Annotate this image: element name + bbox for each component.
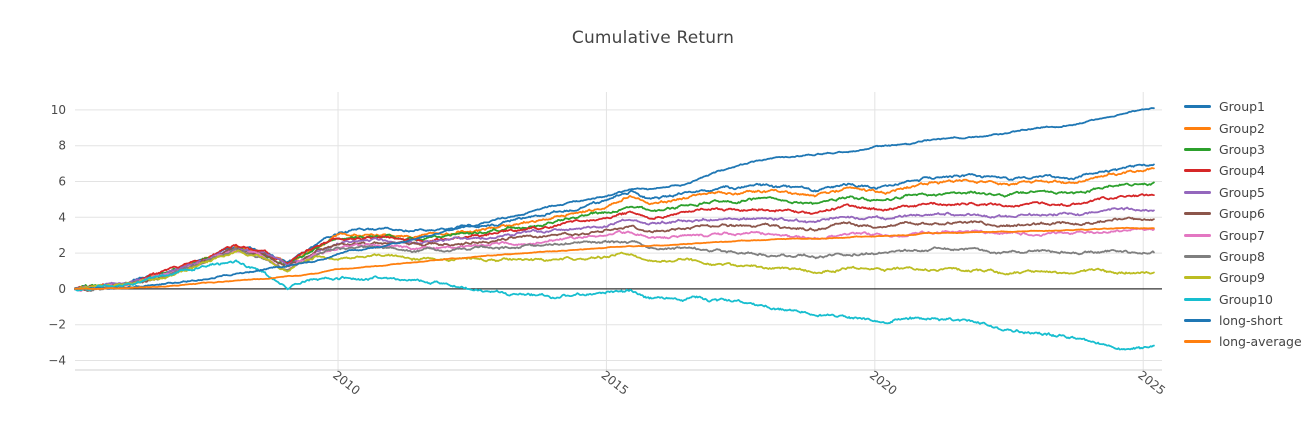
legend-item-long-average[interactable]: long-average <box>1184 331 1302 352</box>
x-tick-label: 2025 <box>1135 368 1168 398</box>
legend-item-group8[interactable]: Group8 <box>1184 246 1302 267</box>
legend-item-group5[interactable]: Group5 <box>1184 182 1302 203</box>
y-tick-label: 6 <box>58 175 66 189</box>
series-line-group8 <box>74 239 1155 292</box>
legend-label: Group8 <box>1219 248 1266 264</box>
series-line-group1 <box>74 163 1155 291</box>
legend-item-group7[interactable]: Group7 <box>1184 224 1302 245</box>
legend-item-group2[interactable]: Group2 <box>1184 117 1302 138</box>
series-line-group6 <box>74 216 1155 292</box>
legend-item-group4[interactable]: Group4 <box>1184 160 1302 181</box>
series-line-group4 <box>74 193 1155 290</box>
legend-line-swatch <box>1184 276 1211 280</box>
legend-label: Group5 <box>1219 184 1266 200</box>
legend-label: Group7 <box>1219 227 1266 243</box>
chart-title: Cumulative Return <box>571 28 735 48</box>
legend-line-swatch <box>1184 233 1211 237</box>
legend-line-swatch <box>1184 126 1211 130</box>
y-tick-label: 4 <box>58 210 66 224</box>
legend-line-swatch <box>1184 212 1211 216</box>
series-lines <box>74 107 1155 351</box>
x-tick-label: 2010 <box>330 368 363 398</box>
legend-label: long-short <box>1219 313 1283 329</box>
legend-item-group3[interactable]: Group3 <box>1184 139 1302 160</box>
legend-line-swatch <box>1184 147 1211 151</box>
legend-label: Group6 <box>1219 206 1266 222</box>
legend-label: Group1 <box>1219 99 1266 115</box>
series-line-long-average <box>74 226 1155 290</box>
series-line-long-short <box>74 107 1155 290</box>
series-line-group10 <box>74 259 1155 351</box>
legend-label: Group10 <box>1219 291 1273 307</box>
y-tick-label: 10 <box>51 103 66 117</box>
x-tick-label: 2020 <box>867 368 900 398</box>
legend-line-swatch <box>1184 297 1211 301</box>
legend-item-long-short[interactable]: long-short <box>1184 310 1302 331</box>
legend-label: Group3 <box>1219 141 1266 157</box>
legend-line-swatch <box>1184 254 1211 258</box>
legend-item-group1[interactable]: Group1 <box>1184 96 1302 117</box>
legend-label: Group9 <box>1219 270 1266 286</box>
legend-item-group6[interactable]: Group6 <box>1184 203 1302 224</box>
legend-line-swatch <box>1184 319 1211 323</box>
y-tick-label: −2 <box>48 318 66 332</box>
legend: Group1 Group2 Group3 Group4 Group5 Group6 Grou… <box>1184 96 1302 353</box>
legend-line-swatch <box>1184 169 1211 173</box>
legend-item-group10[interactable]: Group10 <box>1184 289 1302 310</box>
x-axis-labels: 2010 2015 2020 2025 <box>330 368 1168 398</box>
y-tick-label: 8 <box>58 139 66 153</box>
legend-line-swatch <box>1184 190 1211 194</box>
legend-label: long-average <box>1219 334 1302 350</box>
y-tick-label: 0 <box>58 282 66 296</box>
legend-line-swatch <box>1184 105 1211 109</box>
x-tick-label: 2015 <box>599 368 632 398</box>
legend-label: Group2 <box>1219 120 1266 136</box>
gridlines <box>75 92 1162 370</box>
y-axis-labels: −4 −2 0 2 4 6 8 10 <box>48 103 66 368</box>
legend-line-swatch <box>1184 340 1211 344</box>
y-tick-label: −4 <box>48 354 66 368</box>
series-line-group7 <box>74 227 1155 292</box>
legend-label: Group4 <box>1219 163 1266 179</box>
series-line-group9 <box>74 249 1155 291</box>
y-tick-label: 2 <box>58 246 66 260</box>
legend-item-group9[interactable]: Group9 <box>1184 267 1302 288</box>
